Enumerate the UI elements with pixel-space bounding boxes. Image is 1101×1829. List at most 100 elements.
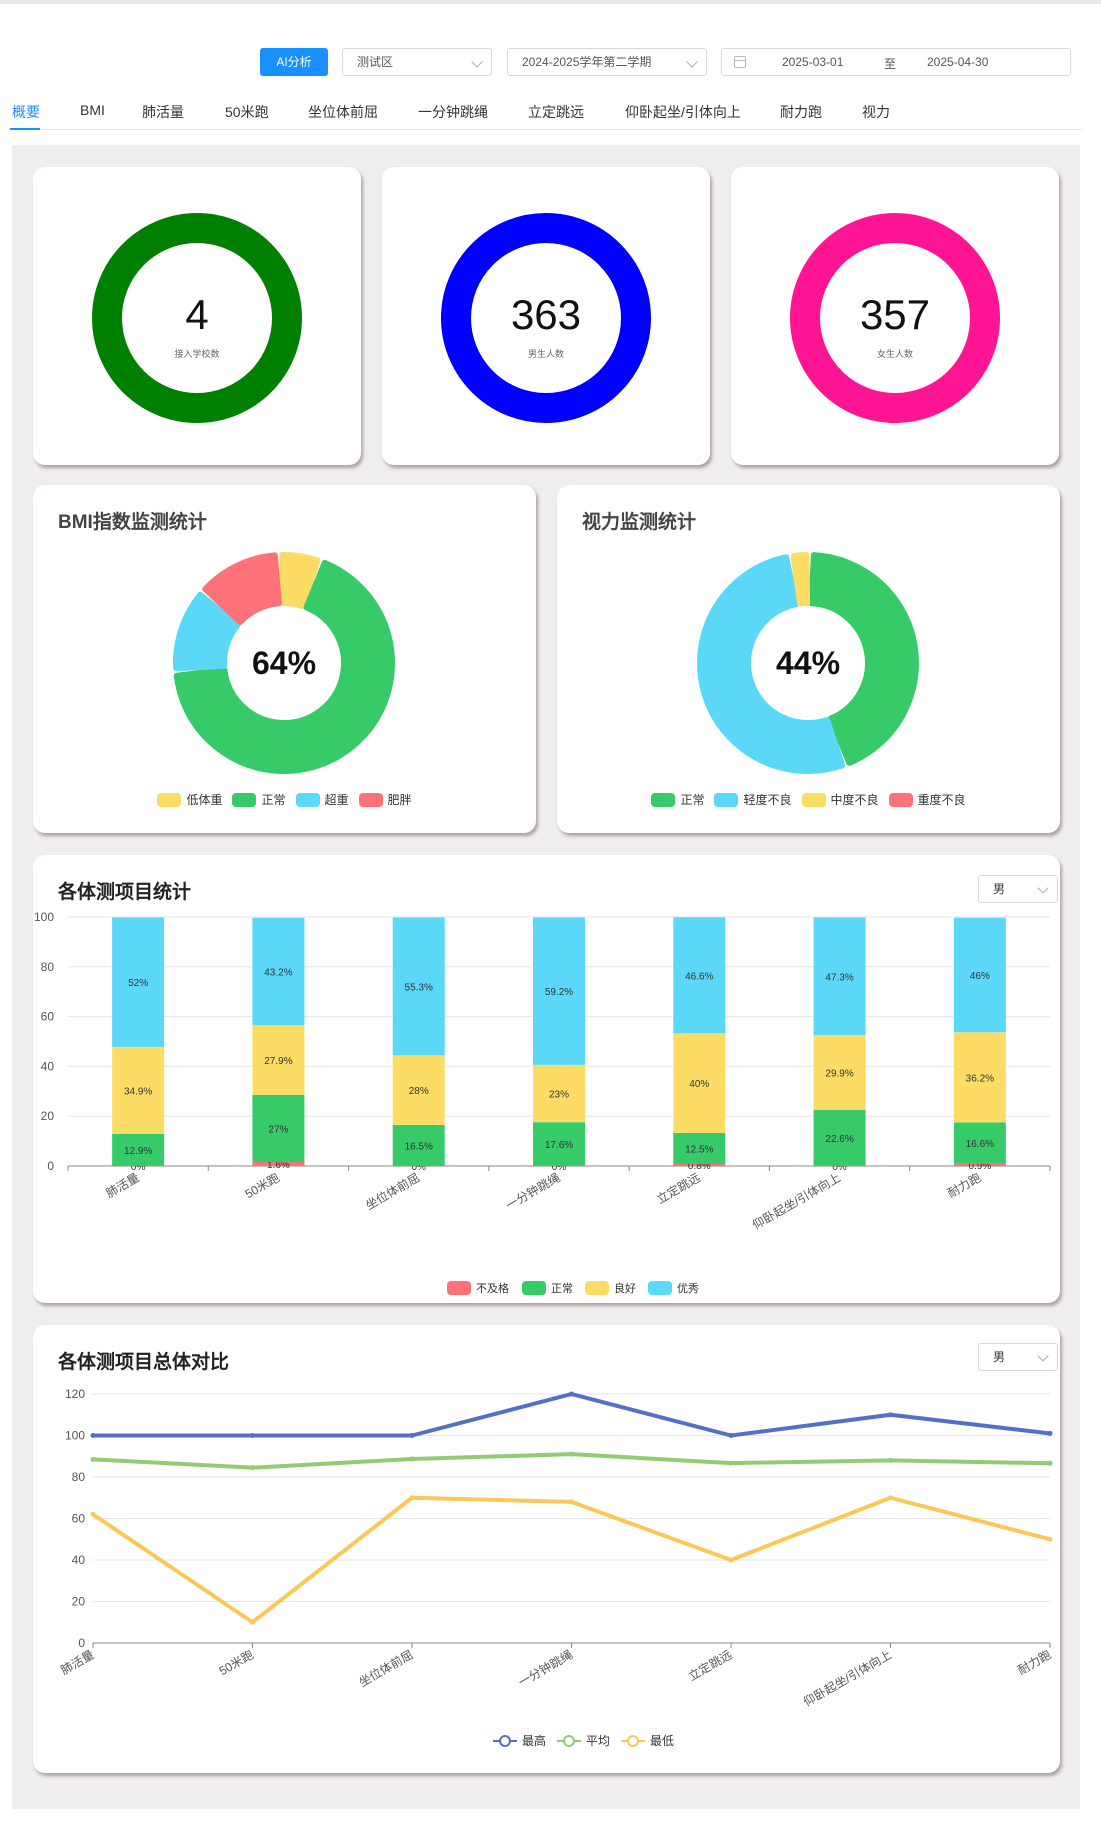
tab-rope-skipping[interactable]: 一分钟跳绳 bbox=[418, 104, 488, 120]
data-point[interactable] bbox=[1047, 1460, 1053, 1466]
donut-slice[interactable] bbox=[202, 552, 282, 625]
data-point[interactable] bbox=[409, 1433, 415, 1438]
data-point[interactable] bbox=[728, 1460, 734, 1466]
bar-segment[interactable] bbox=[112, 917, 165, 1047]
items-stat-gender-select[interactable]: 男 bbox=[978, 875, 1058, 903]
data-point[interactable] bbox=[888, 1412, 893, 1418]
y-tick-label: 60 bbox=[41, 1010, 55, 1024]
vision-card: 视力监测统计 44% 正常 轻度不良 中度不良 重度不良 bbox=[557, 485, 1060, 833]
bar-segment[interactable] bbox=[813, 1035, 866, 1110]
data-point[interactable] bbox=[250, 1619, 255, 1625]
donut-slice[interactable] bbox=[279, 552, 321, 609]
legend-item[interactable]: 正常 bbox=[232, 791, 286, 808]
data-point[interactable] bbox=[90, 1456, 96, 1462]
legend-swatch bbox=[888, 792, 913, 807]
legend-item[interactable]: 中度不良 bbox=[801, 791, 879, 808]
items-line-chart: 0 20 40 60 80 100 120 肺活量 50米跑 坐位体前屈 一分钟跳绳 立定跳远 仰卧起坐… bbox=[58, 1387, 1053, 1748]
x-tick-label: 耐力跑 bbox=[945, 1170, 983, 1200]
legend-item[interactable]: 优秀 bbox=[648, 1281, 699, 1295]
bar-data-label: 46.6% bbox=[685, 971, 713, 982]
tab-bmi[interactable]: BMI bbox=[80, 102, 105, 118]
bar-segment[interactable] bbox=[392, 1055, 445, 1125]
tab-50m-run[interactable]: 50米跑 bbox=[225, 104, 269, 120]
date-end[interactable]: 2025-04-30 bbox=[927, 55, 989, 69]
bar-segment[interactable] bbox=[252, 1094, 305, 1163]
stat-label: 接入学校数 bbox=[174, 349, 220, 359]
data-point[interactable] bbox=[1047, 1536, 1053, 1542]
bar-segment[interactable] bbox=[252, 1162, 305, 1166]
x-tick-label: 立定跳远 bbox=[685, 1647, 734, 1684]
data-point[interactable] bbox=[250, 1465, 255, 1471]
bar-segment[interactable] bbox=[813, 1109, 866, 1166]
bar-segment[interactable] bbox=[673, 1132, 726, 1165]
data-point[interactable] bbox=[250, 1433, 255, 1438]
legend-item[interactable]: 肥胖 bbox=[358, 791, 412, 808]
data-point[interactable] bbox=[409, 1495, 415, 1501]
bar-segment[interactable] bbox=[953, 1032, 1006, 1123]
data-point[interactable] bbox=[569, 1499, 574, 1505]
bar-segment[interactable] bbox=[953, 1122, 1006, 1164]
tab-situps-pullups[interactable]: 仰卧起坐/引体向上 bbox=[625, 104, 741, 120]
legend-item[interactable]: 正常 bbox=[651, 791, 704, 808]
bar-segment[interactable] bbox=[953, 1163, 1006, 1166]
donut-slice[interactable] bbox=[173, 559, 395, 774]
series-line[interactable] bbox=[93, 1392, 1051, 1438]
data-point[interactable] bbox=[569, 1451, 574, 1457]
data-point[interactable] bbox=[569, 1391, 574, 1397]
legend-item[interactable]: 低体重 bbox=[157, 791, 222, 808]
legend-item[interactable]: 平均 bbox=[557, 1734, 610, 1748]
bar-segment[interactable] bbox=[533, 1064, 585, 1123]
date-range-picker[interactable]: 2025-03-01 至 2025-04-30 bbox=[721, 48, 1071, 76]
bar-segment[interactable] bbox=[252, 917, 305, 1026]
district-select[interactable]: 测试区 bbox=[342, 48, 492, 76]
legend-item[interactable]: 最低 bbox=[621, 1734, 674, 1748]
bar-segment[interactable] bbox=[813, 917, 866, 1036]
legend-item[interactable]: 最高 bbox=[493, 1733, 546, 1748]
data-point[interactable] bbox=[728, 1433, 734, 1438]
data-point[interactable] bbox=[1047, 1430, 1053, 1436]
donut-slice[interactable] bbox=[697, 554, 846, 774]
tab-vision[interactable]: 视力 bbox=[862, 104, 890, 120]
date-start[interactable]: 2025-03-01 bbox=[782, 55, 844, 69]
tab-standing-long-jump[interactable]: 立定跳远 bbox=[528, 104, 584, 120]
bar-segment[interactable] bbox=[392, 917, 445, 1056]
data-point[interactable] bbox=[90, 1511, 96, 1517]
legend-item[interactable]: 轻度不良 bbox=[714, 791, 792, 808]
data-point[interactable] bbox=[888, 1495, 893, 1501]
bar-segment[interactable] bbox=[112, 1133, 165, 1166]
data-point[interactable] bbox=[409, 1456, 415, 1462]
bar-segment[interactable] bbox=[112, 1046, 165, 1134]
legend-item[interactable]: 正常 bbox=[522, 1281, 573, 1295]
legend-swatch bbox=[522, 1281, 546, 1295]
bar-segment[interactable] bbox=[533, 917, 585, 1065]
bar-segment[interactable] bbox=[673, 1164, 726, 1166]
legend-item[interactable]: 良好 bbox=[585, 1281, 636, 1295]
bar-segment[interactable] bbox=[392, 1124, 445, 1166]
legend-swatch bbox=[232, 792, 257, 807]
y-tick-label: 40 bbox=[72, 1553, 86, 1567]
donut-slice[interactable] bbox=[790, 552, 811, 607]
ai-analysis-button[interactable]: AI分析 bbox=[260, 48, 328, 76]
tab-endurance-run[interactable]: 耐力跑 bbox=[780, 104, 822, 120]
items-compare-gender-select[interactable]: 男 bbox=[978, 1343, 1058, 1371]
bar-data-label: 1.6% bbox=[267, 1160, 290, 1171]
donut-slice[interactable] bbox=[808, 552, 919, 766]
data-point[interactable] bbox=[888, 1457, 893, 1463]
items-stacked-bar-chart: 0 20 40 60 80 100 0% 12.9% 34.9% 52% 肺活量 1.6% 27% 27.… bbox=[34, 910, 1051, 1295]
legend-item[interactable]: 不及格 bbox=[447, 1281, 509, 1295]
data-point[interactable] bbox=[90, 1433, 96, 1438]
tab-sit-and-reach[interactable]: 坐位体前屈 bbox=[308, 104, 378, 120]
bar-segment[interactable] bbox=[953, 917, 1006, 1033]
bar-segment[interactable] bbox=[252, 1025, 305, 1095]
data-point[interactable] bbox=[728, 1557, 734, 1563]
bar-segment[interactable] bbox=[533, 1122, 585, 1166]
legend-item[interactable]: 超重 bbox=[295, 791, 349, 808]
tab-vital-capacity[interactable]: 肺活量 bbox=[142, 104, 184, 120]
dashboard-area: 4 接入学校数 363 男生人数 357 女生人数 BMI指数监测统计 64% … bbox=[12, 145, 1080, 1809]
donut-slice[interactable] bbox=[173, 591, 241, 672]
term-select[interactable]: 2024-2025学年第二学期 bbox=[507, 48, 707, 76]
bar-segment[interactable] bbox=[673, 1033, 726, 1133]
legend-item[interactable]: 重度不良 bbox=[888, 791, 966, 808]
tab-overview[interactable]: 概要 bbox=[12, 104, 40, 120]
bar-segment[interactable] bbox=[673, 917, 726, 1034]
